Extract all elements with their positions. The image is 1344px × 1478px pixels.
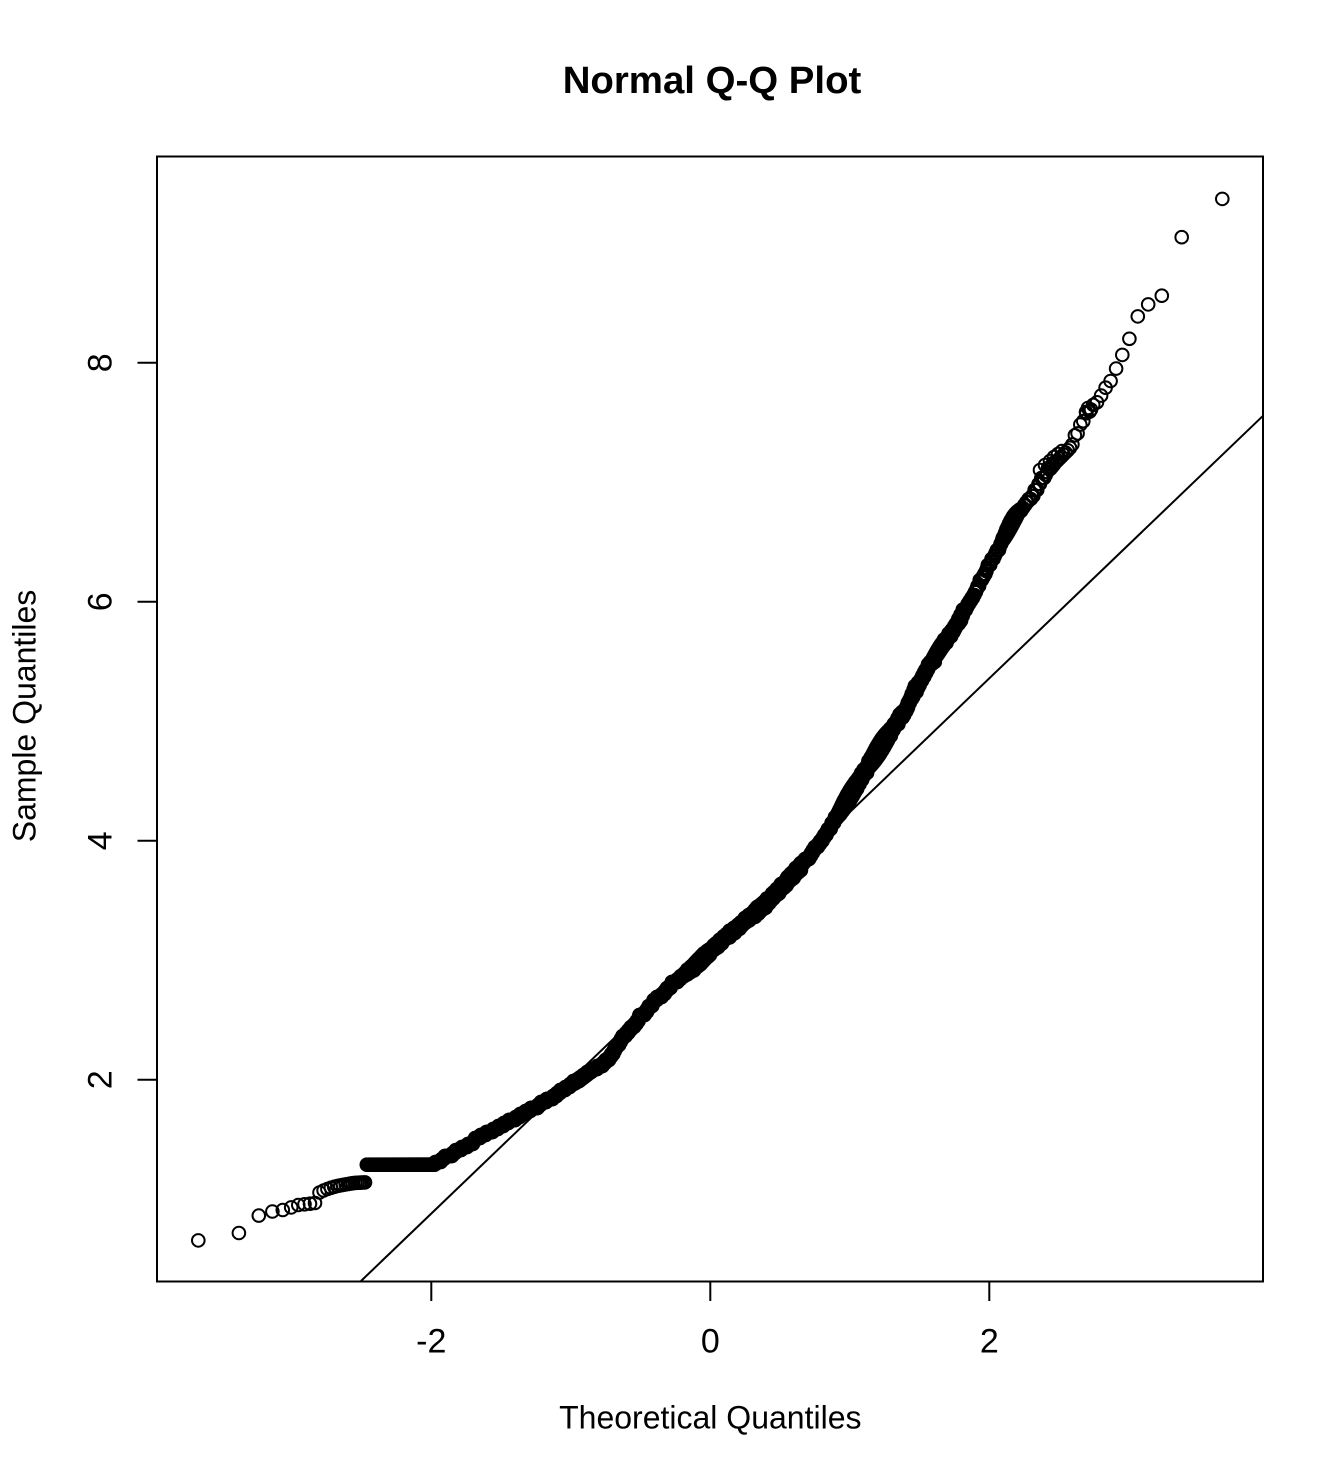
svg-text:6: 6 — [82, 592, 120, 611]
svg-text:2: 2 — [82, 1070, 120, 1089]
svg-text:2: 2 — [980, 1323, 999, 1361]
svg-text:4: 4 — [82, 831, 120, 850]
svg-text:Sample Quantiles: Sample Quantiles — [7, 590, 43, 843]
svg-text:0: 0 — [701, 1323, 720, 1361]
svg-text:-2: -2 — [416, 1323, 446, 1361]
svg-text:Normal Q-Q Plot: Normal Q-Q Plot — [563, 59, 862, 102]
svg-text:8: 8 — [82, 353, 120, 372]
svg-text:Theoretical Quantiles: Theoretical Quantiles — [559, 1400, 861, 1436]
